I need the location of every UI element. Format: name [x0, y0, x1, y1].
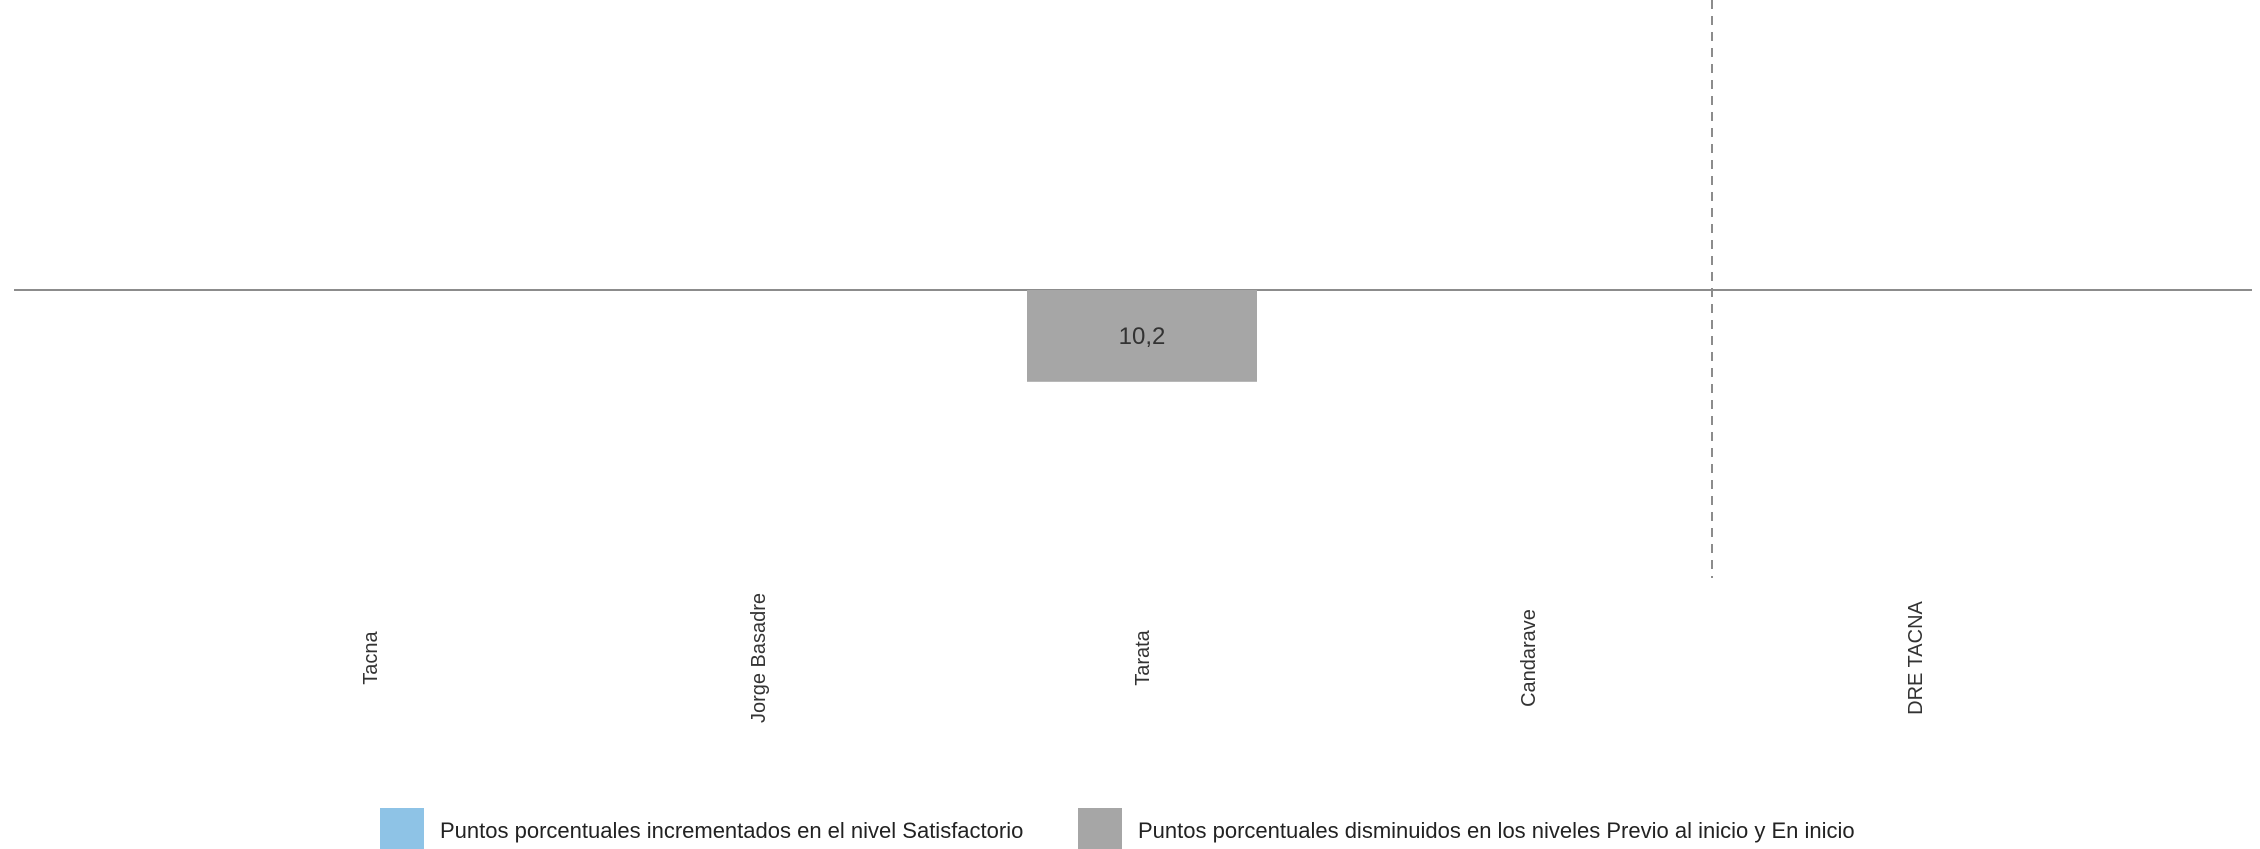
category-label: Tacna	[360, 630, 382, 684]
category-label: Tarata	[1132, 629, 1154, 685]
category-label: DRE TACNA	[1905, 600, 1927, 714]
legend-swatch-increase	[380, 808, 424, 849]
category-label: Jorge Basadre	[748, 593, 770, 723]
category-label: Candarave	[1518, 609, 1540, 707]
legend: Puntos porcentuales incrementados en el …	[380, 808, 1855, 849]
bars-layer: 10,2	[1027, 290, 1257, 382]
legend-label-increase: Puntos porcentuales incrementados en el …	[440, 818, 1023, 843]
legend-label-decrease: Puntos porcentuales disminuidos en los n…	[1138, 818, 1855, 843]
legend-swatch-decrease	[1078, 808, 1122, 849]
bar-value-label: 10,2	[1119, 323, 1166, 350]
bar-tarata	[1027, 290, 1257, 382]
category-labels: Tacna Jorge Basadre Tarata Candarave DRE TAC…	[360, 593, 1927, 723]
